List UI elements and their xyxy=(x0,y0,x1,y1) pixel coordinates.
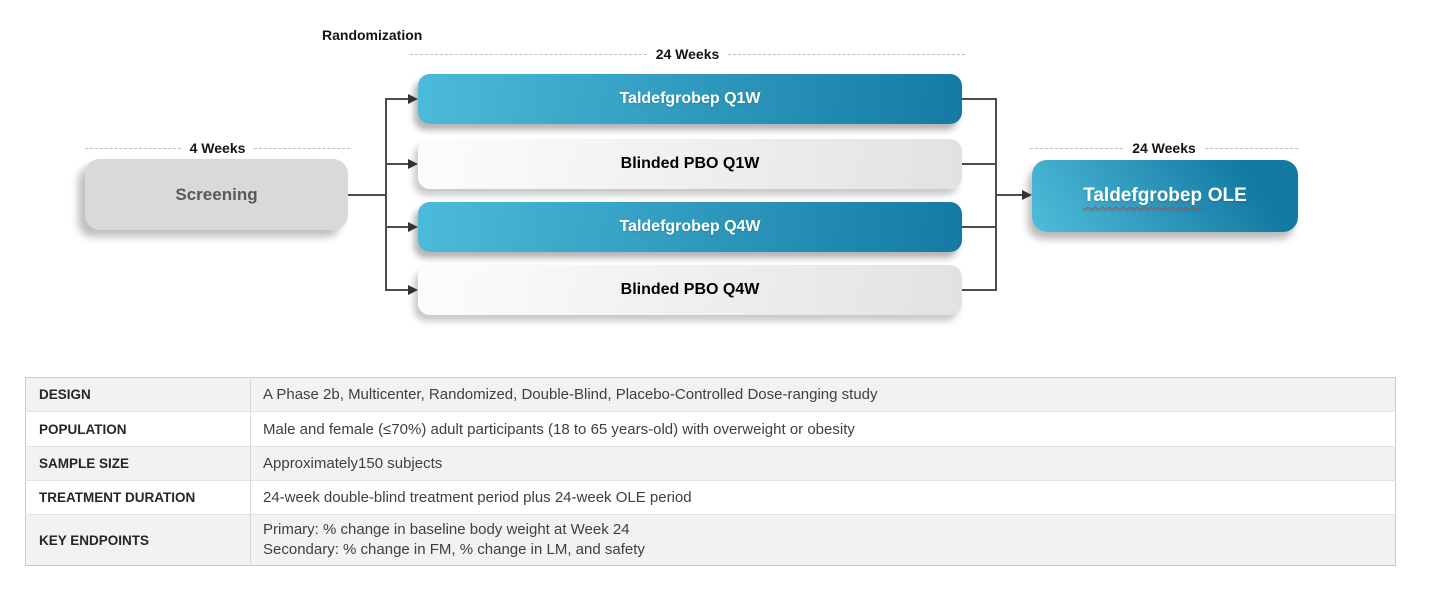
arm-box-taldefgrobep-q4w: Taldefgrobep Q4W xyxy=(418,202,962,252)
table-row: TREATMENT DURATION 24-week double-blind … xyxy=(25,480,1396,515)
row-label-treatment-duration: TREATMENT DURATION xyxy=(25,480,251,515)
duration-ole-label: 24 Weeks xyxy=(1132,140,1196,156)
connector-line xyxy=(387,98,409,100)
row-label-design: DESIGN xyxy=(25,377,251,412)
randomization-label: Randomization xyxy=(322,27,423,43)
dashed-line xyxy=(410,53,647,55)
row-value-design: A Phase 2b, Multicenter, Randomized, Dou… xyxy=(250,377,1396,412)
arrowhead-right-icon xyxy=(1022,190,1032,200)
dashed-line xyxy=(1030,147,1124,149)
connector-line xyxy=(387,289,409,291)
arrowhead-right-icon xyxy=(408,222,418,232)
study-summary-table: DESIGN A Phase 2b, Multicenter, Randomiz… xyxy=(25,377,1396,566)
connector-line xyxy=(387,163,409,165)
ole-box-suffix: OLE xyxy=(1207,185,1247,206)
connector-line xyxy=(962,289,995,291)
duration-ole: 24 Weeks xyxy=(1030,140,1299,156)
duration-treatment: 24 Weeks xyxy=(410,46,966,62)
duration-treatment-label: 24 Weeks xyxy=(655,46,720,62)
dashed-line xyxy=(254,147,350,149)
table-row: SAMPLE SIZE Approximately150 subjects xyxy=(25,446,1396,481)
key-endpoints-primary: Primary: % change in baseline body weigh… xyxy=(263,521,630,538)
key-endpoints-secondary: Secondary: % change in FM, % change in L… xyxy=(263,541,645,558)
duration-screening-label: 4 Weeks xyxy=(189,140,246,156)
arrowhead-right-icon xyxy=(408,159,418,169)
row-label-sample-size: SAMPLE SIZE xyxy=(25,446,251,481)
connector-line xyxy=(385,98,387,291)
arm-box-blinded-pbo-q4w: Blinded PBO Q4W xyxy=(418,265,962,315)
arrowhead-right-icon xyxy=(408,285,418,295)
table-row: KEY ENDPOINTS Primary: % change in basel… xyxy=(25,514,1396,566)
connector-line xyxy=(962,226,995,228)
connector-line xyxy=(962,98,995,100)
table-row: DESIGN A Phase 2b, Multicenter, Randomiz… xyxy=(25,377,1396,412)
dashed-line xyxy=(85,147,181,149)
table-row: POPULATION Male and female (≤70%) adult … xyxy=(25,411,1396,447)
row-value-treatment-duration: 24-week double-blind treatment period pl… xyxy=(250,480,1396,515)
ole-box: Taldefgrobep OLE xyxy=(1032,160,1298,232)
dashed-line xyxy=(728,53,966,55)
arm-box-taldefgrobep-q1w: Taldefgrobep Q1W xyxy=(418,74,962,124)
row-value-key-endpoints: Primary: % change in baseline body weigh… xyxy=(251,515,1396,566)
screening-box: Screening xyxy=(85,159,348,230)
connector-line xyxy=(387,226,409,228)
connector-line xyxy=(962,163,995,165)
row-value-population: Male and female (≤70%) adult participant… xyxy=(250,411,1396,447)
arrowhead-right-icon xyxy=(408,94,418,104)
connector-line xyxy=(995,194,1022,196)
row-label-key-endpoints: KEY ENDPOINTS xyxy=(25,514,251,566)
dashed-line xyxy=(1204,147,1299,149)
duration-screening: 4 Weeks xyxy=(85,140,350,156)
arm-box-blinded-pbo-q1w: Blinded PBO Q1W xyxy=(418,139,962,189)
ole-box-word: Taldefgrobep xyxy=(1083,185,1203,206)
row-label-population: POPULATION xyxy=(25,411,251,447)
connector-line xyxy=(348,194,385,196)
row-value-sample-size: Approximately150 subjects xyxy=(250,446,1396,481)
